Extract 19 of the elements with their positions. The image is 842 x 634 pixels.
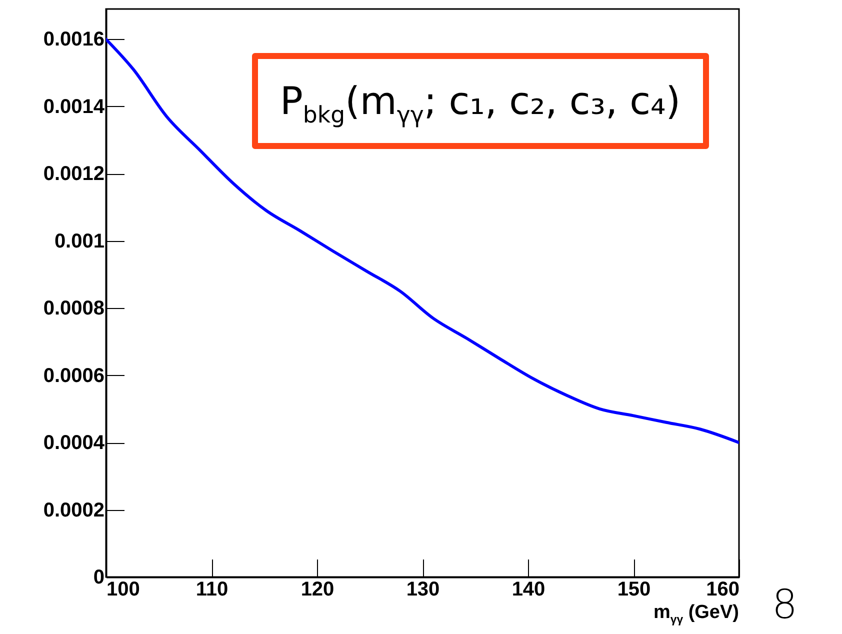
y-tick-label: 0.0008 [43, 298, 104, 320]
x-tick-label: 130 [406, 578, 440, 600]
text: 8 [772, 582, 798, 628]
y-tick-label: 0.0014 [43, 96, 106, 118]
x-tick-label: 120 [300, 578, 334, 600]
y-tick-label: 0.0006 [43, 364, 104, 387]
x-tick-label: 110 [196, 578, 228, 600]
x-axis-title: m$_{γγ}$ (GeV) [653, 602, 739, 626]
x-tick-label: 150 [617, 578, 651, 600]
y-tick-label: 0.001 [54, 230, 104, 252]
y-tick-label: 0.0016 [43, 28, 104, 51]
x-tick-label: 100 [106, 578, 140, 600]
y-tick-label: 0.0012 [43, 163, 104, 186]
x-tick-label: 140 [512, 578, 546, 600]
x-tick-label: 160 [706, 578, 740, 600]
y-tick-label: 0.0002 [43, 499, 104, 522]
annotation: P$_{bkg}$(m$_{γγ}$; c₁, c₂, c₃, c₄) [252, 53, 709, 149]
y-tick-label: 0.0004 [43, 432, 106, 454]
y-tick-label: 0 [93, 566, 104, 588]
